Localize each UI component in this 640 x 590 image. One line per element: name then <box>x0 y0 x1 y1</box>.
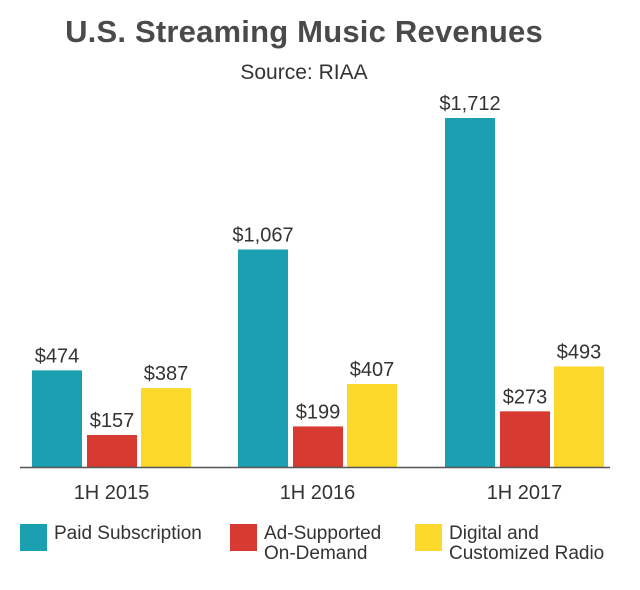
data-label-digital-and-customized-radio-1h-2017: $493 <box>557 341 602 363</box>
x-tick-label-1h-2016: 1H 2016 <box>280 482 356 504</box>
bar-digital-and-customized-radio-1h-2016 <box>347 384 397 467</box>
bar-paid-subscription-1h-2017 <box>445 118 495 467</box>
x-tick-label-1h-2017: 1H 2017 <box>487 482 563 504</box>
legend-item-ad-supported: Ad-Supported On-Demand <box>230 524 381 564</box>
data-label-paid-subscription-1h-2015: $474 <box>35 345 80 367</box>
data-label-paid-subscription-1h-2016: $1,067 <box>232 224 293 246</box>
bar-ad-supported-on-demand-1h-2016 <box>293 426 343 467</box>
bar-digital-and-customized-radio-1h-2015 <box>141 388 191 467</box>
legend-item-paid-subscription: Paid Subscription <box>20 524 202 551</box>
bar-paid-subscription-1h-2016 <box>238 249 288 467</box>
chart-subtitle: Source: RIAA <box>240 61 368 84</box>
legend-label-paid-subscription: Paid Subscription <box>54 523 202 544</box>
legend-swatch-paid-subscription <box>20 524 47 551</box>
legend-label-ad-supported: Ad-Supported On-Demand <box>264 523 382 564</box>
bar-ad-supported-on-demand-1h-2017 <box>500 411 550 467</box>
x-tick-label-1h-2015: 1H 2015 <box>74 482 150 504</box>
data-label-digital-and-customized-radio-1h-2015: $387 <box>144 363 189 385</box>
legend-label-digital-radio: Digital and Customized Radio <box>449 523 605 564</box>
bar-digital-and-customized-radio-1h-2017 <box>554 366 604 467</box>
legend-swatch-ad-supported <box>230 524 257 551</box>
legend-swatch-digital-radio <box>415 524 442 551</box>
data-label-paid-subscription-1h-2017: $1,712 <box>439 93 500 115</box>
legend-item-digital-radio: Digital and Customized Radio <box>415 524 604 564</box>
data-label-ad-supported-on-demand-1h-2015: $157 <box>90 410 135 432</box>
data-label-ad-supported-on-demand-1h-2017: $273 <box>503 386 548 408</box>
data-label-digital-and-customized-radio-1h-2016: $407 <box>350 359 395 381</box>
data-label-ad-supported-on-demand-1h-2016: $199 <box>296 401 341 423</box>
chart-title: U.S. Streaming Music Revenues <box>65 14 543 49</box>
bar-ad-supported-on-demand-1h-2015 <box>87 434 137 467</box>
bar-paid-subscription-1h-2015 <box>32 370 82 467</box>
